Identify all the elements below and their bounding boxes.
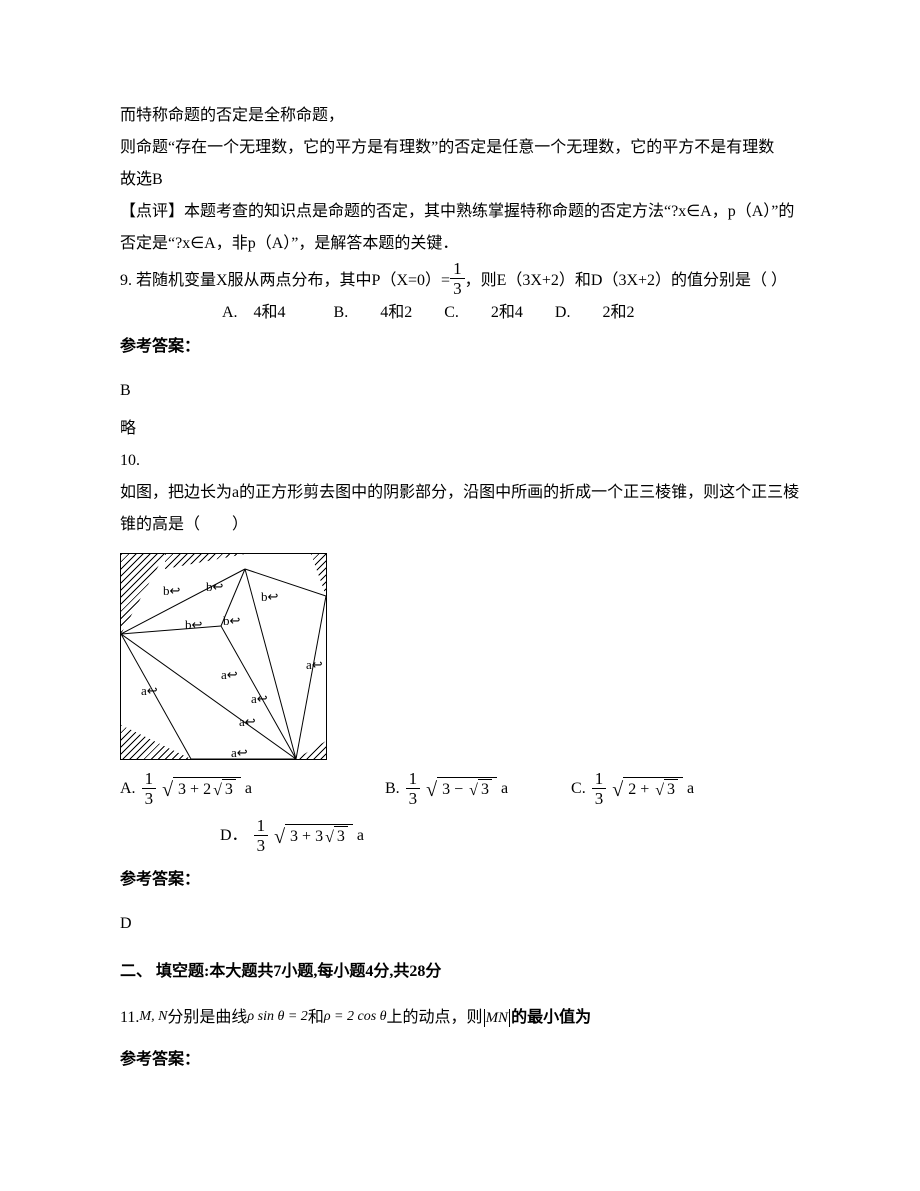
- page: 而特称命题的否定是全称命题， 则命题“存在一个无理数，它的平方是有理数”的否定是…: [0, 0, 920, 1191]
- q11-t1: 分别是曲线: [167, 1002, 247, 1034]
- q10-answer: D: [120, 908, 805, 940]
- intro-line-3: 故选B: [120, 164, 805, 196]
- q10-opt-b: B. 13 √3 − √3 a: [385, 770, 508, 807]
- q10-diagram: b↩ b↩ b↩ b↩ b↩ a↩ a↩ a↩ a↩ a↩ a↩: [120, 553, 805, 760]
- lbl-a5: a↩: [306, 652, 323, 678]
- q11-eq1: ρ sin θ = 2: [247, 1003, 307, 1031]
- q11-abs: MN: [483, 1003, 512, 1033]
- q11-mn: M, N: [139, 1003, 167, 1031]
- q11-eq2: ρ = 2 cos θ: [324, 1003, 387, 1031]
- q11-t3: 上的动点，则: [387, 1002, 483, 1034]
- q9-answer: B: [120, 375, 805, 407]
- q10-opt-a: A. 13 √3 + 2√3 a: [120, 770, 252, 807]
- lbl-a4: a↩: [239, 709, 256, 735]
- q11-t4: 的最小值为: [511, 1002, 591, 1034]
- lbl-b3: b↩: [261, 584, 278, 610]
- q10-stem: 如图，把边长为a的正方形剪去图中的阴影部分，沿图中所画的折成一个正三棱锥，则这个…: [120, 477, 805, 541]
- q9-stem-post: ，则E（3X+2）和D（3X+2）的值分别是（ ）: [465, 265, 788, 297]
- lbl-b4: b↩: [185, 612, 202, 638]
- q9-ans-label: 参考答案：: [120, 331, 805, 363]
- q10-ans-label: 参考答案：: [120, 864, 805, 896]
- q9-fraction: 1 3: [450, 260, 465, 297]
- intro-line-1: 而特称命题的否定是全称命题，: [120, 100, 805, 132]
- q9-brief: 略: [120, 413, 805, 445]
- q9-stem-pre: 9. 若随机变量X服从两点分布，其中P（X=0）=: [120, 265, 450, 297]
- q10-opt-c: C. 13 √2 + √3 a: [571, 770, 694, 807]
- section-2-title: 二、 填空题:本大题共7小题,每小题4分,共28分: [120, 956, 805, 988]
- frac-den: 3: [450, 279, 465, 297]
- lbl-a1: a↩: [141, 678, 158, 704]
- q11-t2: 和: [308, 1002, 324, 1034]
- lbl-b2: b↩: [206, 574, 223, 600]
- q11-line: 11. M, N 分别是曲线 ρ sin θ = 2 和 ρ = 2 cos θ…: [120, 1002, 805, 1034]
- fold-lines: [121, 554, 326, 759]
- lbl-a6: a↩: [231, 740, 248, 766]
- q9-options: A. 4和4 B. 4和2 C. 2和4 D. 2和2: [120, 297, 805, 329]
- frac-num: 1: [450, 260, 465, 279]
- lbl-b5: b↩: [223, 608, 240, 634]
- q10-opt-d: D． 13 √3 + 3√3 a: [220, 817, 364, 854]
- lbl-b1: b↩: [163, 578, 180, 604]
- intro-line-2: 则命题“存在一个无理数，它的平方是有理数”的否定是任意一个无理数，它的平方不是有…: [120, 132, 805, 164]
- lbl-a2: a↩: [221, 662, 238, 688]
- q10-options: A. 13 √3 + 2√3 a B. 13 √3 − √3 a C. 13 √…: [120, 770, 805, 862]
- square-diagram: b↩ b↩ b↩ b↩ b↩ a↩ a↩ a↩ a↩ a↩ a↩: [120, 553, 327, 760]
- intro-comment: 【点评】本题考查的知识点是命题的否定，其中熟练掌握特称命题的否定方法“?x∈A，…: [120, 196, 805, 260]
- q11-num: 11.: [120, 1002, 139, 1034]
- q10-number: 10.: [120, 445, 805, 477]
- q9-stem: 9. 若随机变量X服从两点分布，其中P（X=0）= 1 3 ，则E（3X+2）和…: [120, 260, 805, 297]
- q11-ans-label: 参考答案：: [120, 1044, 805, 1076]
